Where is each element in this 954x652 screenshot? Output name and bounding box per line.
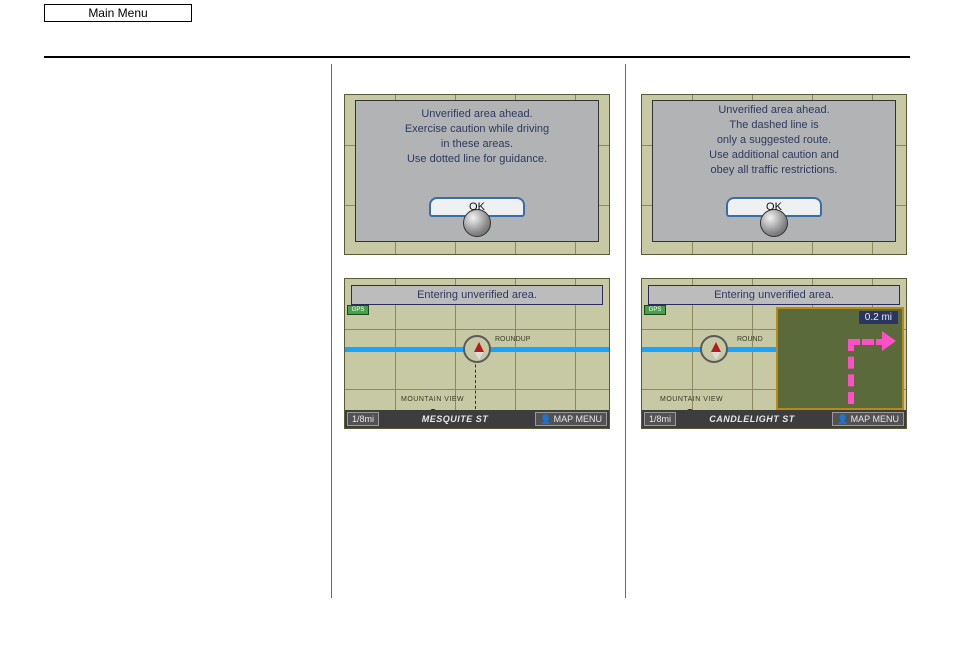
street-label: ROUNDUP [495, 336, 530, 343]
map-menu-button[interactable]: 👤 MAP MENU [535, 412, 607, 426]
dialog-line: obey all traffic restrictions. [653, 163, 895, 178]
street-label: MOUNTAIN VIEW [660, 396, 723, 403]
ok-button[interactable]: OK [726, 197, 822, 237]
dialog-line: Use additional caution and [653, 148, 895, 163]
map-menu-button[interactable]: 👤 MAP MENU [832, 412, 904, 426]
street-label: MOUNTAIN VIEW [401, 396, 464, 403]
map-bottom-bar: 1/8mi Candlelight St 👤 MAP MENU [642, 410, 906, 428]
dialog-line: only a suggested route. [653, 133, 895, 148]
vehicle-position-icon [700, 335, 728, 363]
turn-arrow-icon [882, 331, 896, 351]
ok-button[interactable]: OK [429, 197, 525, 237]
dialog-line: Use dotted line for guidance. [356, 152, 598, 167]
street-label: ROUND [737, 336, 763, 343]
nav-screenshot-map-on: Entering unverified area. GPS ROUND MOUN… [641, 278, 907, 429]
dialog-line: Unverified area ahead. [653, 103, 895, 118]
current-street-label: Candlelight St [676, 414, 828, 424]
nav-screenshot-dialog-off: Unverified area ahead. Exercise caution … [344, 94, 610, 255]
nav-screenshot-dialog-on: Unverified area ahead. The dashed line i… [641, 94, 907, 255]
dialog-line: in these areas. [356, 137, 598, 152]
suggested-route-dashed [848, 339, 854, 404]
map-menu-label: MAP MENU [554, 414, 602, 424]
gps-indicator-icon: GPS [347, 305, 369, 315]
distance-badge: 0.2 mi [859, 311, 898, 324]
ok-button-label: OK [429, 197, 525, 217]
header-divider [44, 56, 910, 58]
entering-unverified-banner: Entering unverified area. [648, 285, 900, 305]
dialog-line: The dashed line is [653, 118, 895, 133]
current-street-label: Mesquite St [379, 414, 531, 424]
dialog-line: Exercise caution while driving [356, 122, 598, 137]
unverified-dialog: Unverified area ahead. Exercise caution … [355, 100, 599, 242]
dialog-line: Unverified area ahead. [356, 107, 598, 122]
guidance-split-panel: 0.2 mi [776, 307, 904, 410]
map-menu-label: MAP MENU [851, 414, 899, 424]
column-divider [625, 64, 626, 598]
unverified-dialog: Unverified area ahead. The dashed line i… [652, 100, 896, 242]
gps-indicator-icon: GPS [644, 305, 666, 315]
ok-button-label: OK [726, 197, 822, 217]
nav-screenshot-map-off: Entering unverified area. GPS ROUNDUP MO… [344, 278, 610, 429]
main-menu-button[interactable]: Main Menu [44, 4, 192, 22]
scale-indicator: 1/8mi [644, 412, 676, 426]
entering-unverified-banner: Entering unverified area. [351, 285, 603, 305]
map-bottom-bar: 1/8mi Mesquite St 👤 MAP MENU [345, 410, 609, 428]
column-divider [331, 64, 332, 598]
scale-indicator: 1/8mi [347, 412, 379, 426]
vehicle-position-icon [463, 335, 491, 363]
